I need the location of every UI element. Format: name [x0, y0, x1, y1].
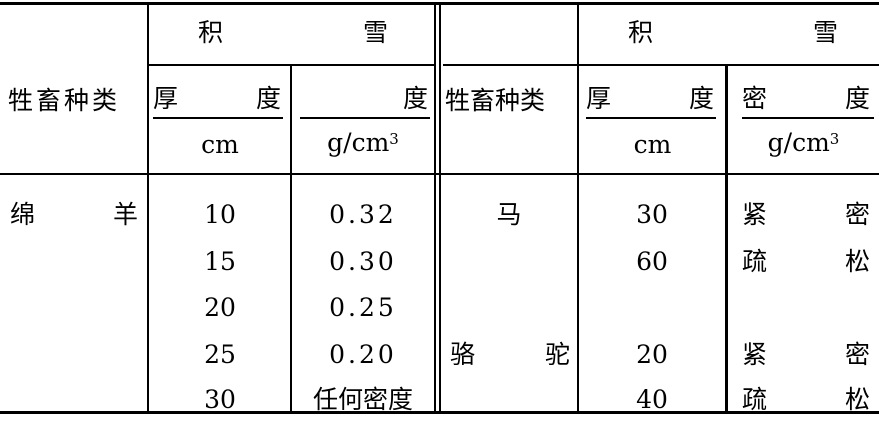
header-depth: 厚 度: [586, 84, 714, 114]
table-top-rule: [0, 2, 879, 5]
animal-char: 羊: [112, 200, 138, 229]
header-char: 积: [628, 18, 654, 47]
unit-text: g/cm: [767, 128, 830, 157]
depth-cell: 25: [204, 340, 236, 369]
depth-cell: 20: [636, 340, 668, 369]
header-char: 积: [198, 18, 224, 47]
density-cell: 疏 松: [742, 247, 870, 277]
density-char: 松: [844, 247, 870, 276]
density-cell: 0.20: [329, 340, 397, 369]
density-cell: 0.30: [329, 247, 397, 276]
density-char: 紧: [742, 200, 768, 229]
header-density-unit: g/cm3: [292, 128, 434, 158]
header-animal-type: 牲畜种类: [445, 86, 546, 115]
fraction-bar: [742, 117, 874, 119]
animal-camel: 骆 驼: [450, 340, 570, 370]
density-char: 疏: [742, 247, 768, 276]
header-char: 度: [402, 84, 428, 113]
density-char: 紧: [742, 340, 768, 369]
depth-cell: 30: [204, 385, 236, 414]
depth-cell: 20: [204, 293, 236, 322]
header-density: 密 度: [742, 84, 870, 114]
density-char: 松: [844, 385, 870, 414]
header-char: 雪: [812, 18, 838, 47]
density-cell: 0.32: [329, 200, 397, 229]
unit-superscript: 3: [389, 130, 399, 148]
table-bottom-rule: [0, 411, 879, 414]
header-divider-right: [443, 64, 879, 66]
header-snow-group: 积 雪: [198, 18, 388, 48]
fraction-bar: [300, 117, 430, 119]
double-divider-a: [434, 4, 436, 412]
header-char: 密: [742, 84, 768, 113]
header-char: 度: [688, 84, 714, 113]
header-depth-unit: cm: [633, 130, 672, 159]
density-char: 密: [844, 340, 870, 369]
header-density-unit: g/cm3: [728, 128, 879, 158]
animal-horse: 马: [496, 200, 522, 229]
density-char: 密: [844, 200, 870, 229]
unit-text: g/cm: [327, 128, 390, 157]
animal-char: 骆: [450, 340, 476, 369]
density-char: 疏: [742, 385, 768, 414]
header-char: 厚: [153, 84, 179, 113]
fraction-bar: [586, 117, 716, 119]
header-depth: 厚 度: [153, 84, 281, 114]
animal-char: 驼: [544, 340, 570, 369]
animal-char: 绵: [10, 200, 36, 229]
header-density: 度: [300, 84, 428, 114]
density-cell: 任何密度: [312, 385, 413, 414]
header-char: 厚: [586, 84, 612, 113]
col-divider: [725, 65, 728, 412]
header-char: 雪: [362, 18, 388, 47]
fraction-bar: [153, 117, 283, 119]
unit-superscript: 3: [829, 130, 840, 148]
header-char: 度: [844, 84, 870, 113]
depth-cell: 30: [636, 200, 668, 229]
col-divider: [290, 65, 292, 412]
depth-cell: 40: [636, 385, 668, 414]
density-cell: 疏 松: [742, 385, 870, 415]
header-snow-group: 积 雪: [628, 18, 838, 48]
header-depth-unit: cm: [201, 130, 239, 159]
depth-cell: 60: [636, 247, 668, 276]
animal-sheep: 绵 羊: [10, 200, 138, 230]
depth-cell: 15: [204, 247, 236, 276]
density-cell: 紧 密: [742, 200, 870, 230]
col-divider: [147, 4, 149, 412]
header-animal-type: 牲畜种类: [8, 86, 121, 115]
density-cell: 0.25: [329, 293, 397, 322]
density-cell: 紧 密: [742, 340, 870, 370]
double-divider-b: [439, 4, 441, 412]
header-char: 度: [255, 84, 281, 113]
col-divider: [577, 4, 579, 412]
depth-cell: 10: [204, 200, 236, 229]
